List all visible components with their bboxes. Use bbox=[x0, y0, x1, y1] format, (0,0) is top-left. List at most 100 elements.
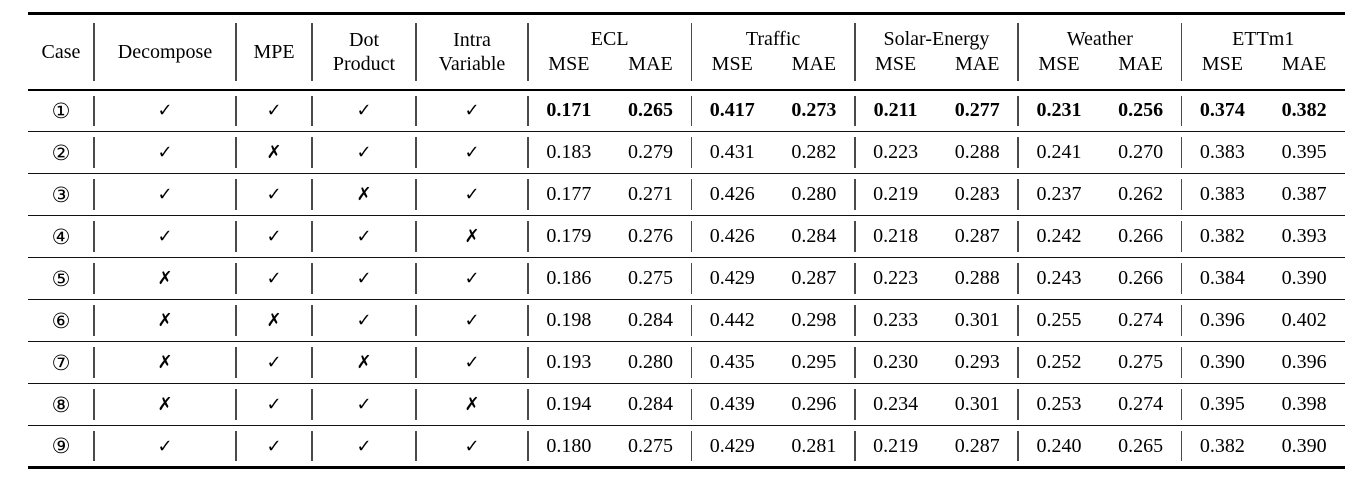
metric-header-mse: MSE bbox=[875, 52, 917, 75]
check-icon: ✓ bbox=[311, 132, 416, 174]
table-row: ① ✓ ✓ ✓ ✓ 0.171 0.265 0.417 0.273 0.211 0.277 0.231… bbox=[28, 90, 1345, 132]
ablation-table-grid: Case Decompose MPE Dot Product Intra Var… bbox=[28, 12, 1345, 469]
table-row: ③ ✓ ✓ ✗ ✓ 0.177 0.271 0.426 0.280 0.219 0.283 0.237… bbox=[28, 173, 1345, 216]
metric-value: 0.288 bbox=[954, 267, 1000, 289]
check-icon: ✓ bbox=[415, 90, 528, 132]
check-icon: ✓ bbox=[311, 90, 416, 132]
metric-value: 0.211 bbox=[854, 90, 937, 132]
col-header-case: Case bbox=[28, 14, 94, 90]
metric-value: 0.439 bbox=[690, 384, 773, 426]
check-icon: ✓ bbox=[415, 174, 528, 216]
metric-value: 0.180 bbox=[527, 426, 610, 468]
check-icon: ✓ bbox=[311, 216, 416, 258]
group-header-ettm1: ETTm1 MSE MAE bbox=[1180, 14, 1346, 90]
case-label: ⑧ bbox=[51, 392, 71, 417]
group-header-ecl: ECL MSE MAE bbox=[527, 14, 691, 90]
metric-value: 0.429 bbox=[690, 426, 773, 468]
metric-value: 0.253 bbox=[1017, 384, 1100, 426]
group-metrics-ecl: MSE MAE bbox=[528, 52, 691, 77]
cross-icon: ✗ bbox=[93, 384, 236, 426]
col-header-mpe-label: MPE bbox=[253, 40, 295, 63]
metric-value: 0.266 bbox=[1118, 267, 1164, 289]
check-icon: ✓ bbox=[415, 426, 528, 468]
metric-value: 0.186 bbox=[527, 258, 610, 300]
group-header-weather: Weather MSE MAE bbox=[1017, 14, 1181, 90]
cross-icon: ✗ bbox=[415, 384, 528, 426]
group-metrics-weather: MSE MAE bbox=[1018, 52, 1181, 77]
metric-value: 0.390 bbox=[1281, 434, 1327, 457]
metric-value: 0.293 bbox=[954, 351, 1000, 373]
cross-icon: ✗ bbox=[311, 342, 416, 384]
metric-value: 0.233 bbox=[854, 300, 937, 342]
metric-value: 0.402 bbox=[1281, 309, 1327, 331]
group-metrics-ettm1: MSE MAE bbox=[1182, 52, 1346, 77]
metric-value: 0.273 bbox=[791, 99, 837, 122]
metric-value: 0.398 bbox=[1281, 393, 1327, 415]
table-row: ⑨ ✓ ✓ ✓ ✓ 0.180 0.275 0.429 0.281 0.219 0.287 0.240… bbox=[28, 425, 1345, 468]
metric-value: 0.240 bbox=[1017, 426, 1100, 468]
check-icon: ✓ bbox=[311, 426, 416, 468]
cross-icon: ✗ bbox=[93, 258, 236, 300]
metric-header-mae: MAE bbox=[791, 52, 837, 75]
group-name-weather: Weather bbox=[1066, 27, 1133, 50]
metric-value: 0.382 bbox=[1281, 99, 1327, 122]
group-header-traffic: Traffic MSE MAE bbox=[690, 14, 854, 90]
col-header-dot-product: Dot Product bbox=[311, 14, 416, 90]
metric-value: 0.256 bbox=[1118, 99, 1164, 122]
metric-value: 0.280 bbox=[628, 351, 674, 373]
table-row: ⑧ ✗ ✓ ✓ ✗ 0.194 0.284 0.439 0.296 0.234 0.301 0.253… bbox=[28, 383, 1345, 426]
metric-value: 0.219 bbox=[854, 426, 937, 468]
cross-icon: ✗ bbox=[93, 342, 236, 384]
metric-value: 0.198 bbox=[527, 300, 610, 342]
metric-value: 0.223 bbox=[854, 132, 937, 174]
metric-value: 0.276 bbox=[628, 225, 674, 247]
metric-value: 0.265 bbox=[628, 99, 674, 122]
metric-value: 0.383 bbox=[1180, 174, 1264, 216]
metric-value: 0.243 bbox=[1017, 258, 1100, 300]
table-header: Case Decompose MPE Dot Product Intra Var… bbox=[28, 14, 1345, 90]
check-icon: ✓ bbox=[311, 384, 416, 426]
metric-header-mse: MSE bbox=[1038, 52, 1080, 75]
metric-value: 0.270 bbox=[1118, 141, 1164, 163]
metric-value: 0.288 bbox=[954, 141, 1000, 163]
metric-value: 0.384 bbox=[1180, 258, 1264, 300]
metric-value: 0.284 bbox=[791, 225, 837, 247]
col-header-mpe: MPE bbox=[235, 14, 312, 90]
metric-value: 0.417 bbox=[690, 90, 773, 132]
metric-value: 0.382 bbox=[1180, 426, 1264, 468]
metric-value: 0.390 bbox=[1281, 267, 1327, 289]
metric-value: 0.274 bbox=[1118, 309, 1164, 331]
metric-value: 0.287 bbox=[954, 434, 1000, 457]
metric-value: 0.219 bbox=[854, 174, 937, 216]
metric-value: 0.234 bbox=[854, 384, 937, 426]
cross-icon: ✗ bbox=[235, 300, 312, 342]
check-icon: ✓ bbox=[311, 300, 416, 342]
metric-value: 0.431 bbox=[690, 132, 773, 174]
metric-header-mae: MAE bbox=[628, 52, 673, 75]
cross-icon: ✗ bbox=[235, 132, 312, 174]
metric-value: 0.283 bbox=[954, 183, 1000, 205]
metric-value: 0.193 bbox=[527, 342, 610, 384]
check-icon: ✓ bbox=[235, 258, 312, 300]
case-label: ④ bbox=[51, 224, 71, 249]
cross-icon: ✗ bbox=[311, 174, 416, 216]
col-header-case-label: Case bbox=[41, 40, 81, 63]
metric-value: 0.395 bbox=[1281, 141, 1327, 163]
check-icon: ✓ bbox=[235, 216, 312, 258]
case-label: ③ bbox=[51, 182, 71, 207]
metric-value: 0.275 bbox=[628, 434, 674, 457]
group-name-ettm1: ETTm1 bbox=[1232, 27, 1295, 50]
check-icon: ✓ bbox=[311, 258, 416, 300]
table-row: ⑤ ✗ ✓ ✓ ✓ 0.186 0.275 0.429 0.287 0.223 0.288 0.243… bbox=[28, 257, 1345, 300]
metric-value: 0.237 bbox=[1017, 174, 1100, 216]
metric-value: 0.287 bbox=[791, 267, 837, 289]
metric-value: 0.390 bbox=[1180, 342, 1264, 384]
metric-value: 0.277 bbox=[954, 99, 1000, 122]
metric-value: 0.282 bbox=[791, 141, 837, 163]
metric-header-mae: MAE bbox=[1118, 52, 1163, 75]
check-icon: ✓ bbox=[93, 90, 236, 132]
metric-value: 0.301 bbox=[954, 393, 1000, 415]
metric-value: 0.442 bbox=[690, 300, 773, 342]
group-name-solar-energy: Solar-Energy bbox=[883, 27, 990, 50]
check-icon: ✓ bbox=[93, 426, 236, 468]
